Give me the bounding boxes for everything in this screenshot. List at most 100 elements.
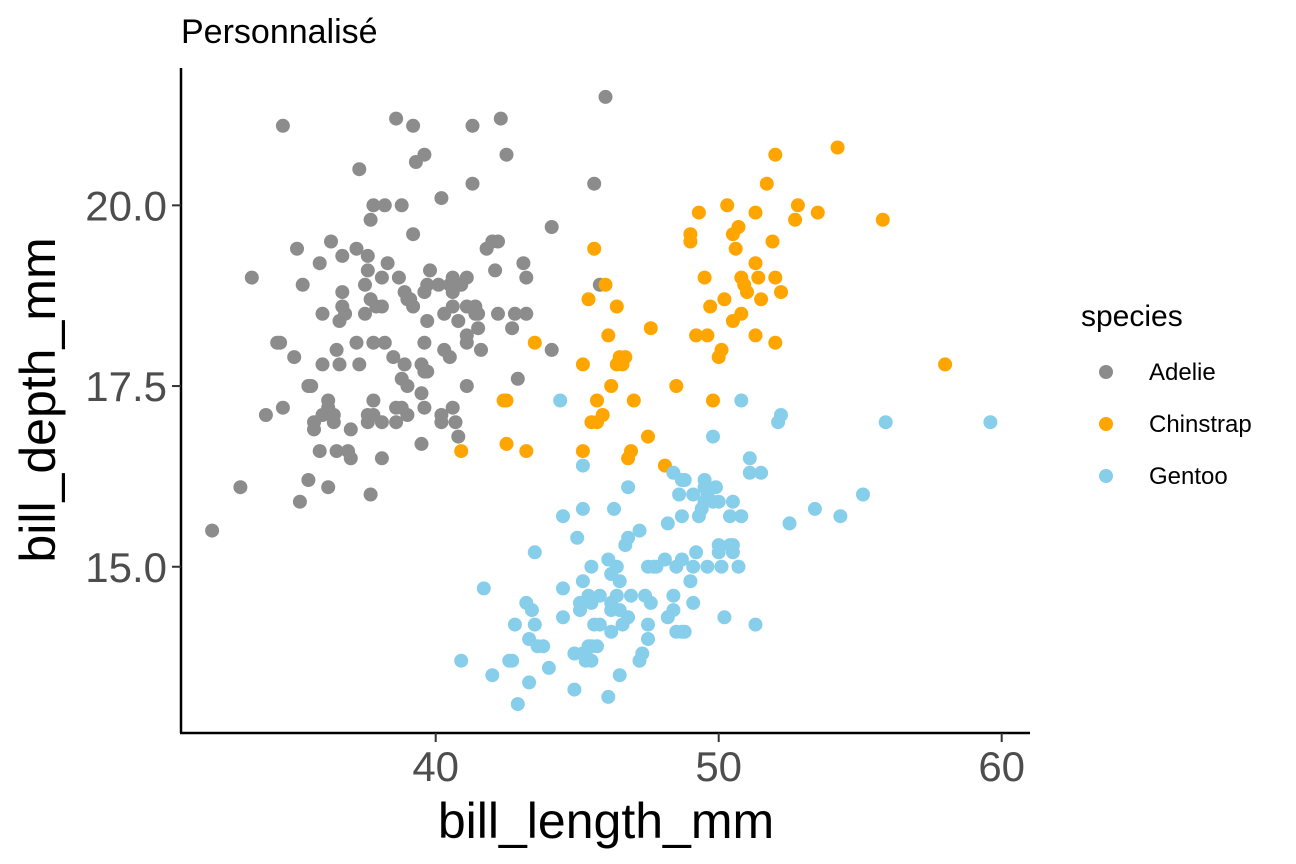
- point-adelie: [321, 393, 336, 408]
- point-gentoo: [674, 552, 689, 567]
- plot-points: [205, 89, 998, 712]
- point-chinstrap: [731, 220, 746, 234]
- point-gentoo: [714, 559, 729, 574]
- point-gentoo: [782, 516, 797, 531]
- point-gentoo: [711, 538, 726, 553]
- point-adelie: [465, 176, 480, 191]
- point-adelie: [507, 306, 522, 321]
- point-adelie: [287, 350, 302, 365]
- point-adelie: [315, 357, 330, 372]
- point-adelie: [335, 285, 350, 300]
- point-gentoo: [666, 603, 681, 618]
- point-adelie: [519, 306, 534, 321]
- point-adelie: [304, 379, 319, 393]
- point-gentoo: [689, 545, 704, 560]
- point-gentoo: [635, 646, 650, 661]
- legend-label-gentoo: Gentoo: [1149, 463, 1228, 490]
- point-chinstrap: [748, 328, 763, 343]
- point-adelie: [275, 400, 290, 415]
- point-chinstrap: [740, 285, 754, 300]
- point-chinstrap: [700, 328, 715, 343]
- point-adelie: [598, 89, 613, 104]
- point-chinstrap: [609, 299, 624, 314]
- point-gentoo: [522, 675, 537, 690]
- point-gentoo: [510, 697, 525, 712]
- point-gentoo: [878, 415, 893, 430]
- point-chinstrap: [790, 198, 805, 213]
- point-chinstrap: [575, 357, 590, 372]
- point-adelie: [358, 277, 372, 292]
- point-adelie: [417, 400, 432, 415]
- point-gentoo: [592, 617, 607, 632]
- point-adelie: [205, 523, 220, 538]
- point-gentoo: [731, 559, 746, 574]
- point-chinstrap: [768, 335, 783, 350]
- point-gentoo: [584, 653, 599, 668]
- point-adelie: [491, 306, 505, 321]
- point-gentoo: [700, 559, 715, 574]
- point-gentoo: [717, 610, 732, 625]
- point-gentoo: [573, 603, 587, 618]
- point-adelie: [312, 444, 327, 459]
- point-gentoo: [505, 653, 520, 668]
- point-gentoo: [807, 501, 822, 516]
- point-adelie: [332, 357, 347, 372]
- point-gentoo: [742, 451, 757, 466]
- point-adelie: [273, 335, 288, 350]
- point-gentoo: [624, 588, 638, 603]
- point-chinstrap: [519, 444, 534, 459]
- point-gentoo: [833, 509, 848, 524]
- point-gentoo: [570, 530, 585, 545]
- point-adelie: [380, 256, 395, 271]
- point-chinstrap: [734, 306, 749, 321]
- point-adelie: [499, 147, 514, 162]
- point-chinstrap: [604, 379, 619, 393]
- point-gentoo: [507, 617, 522, 632]
- point-gentoo: [609, 559, 624, 574]
- point-gentoo: [485, 668, 500, 683]
- point-gentoo: [621, 530, 636, 545]
- x-tick-label: 60: [978, 743, 1025, 790]
- point-gentoo: [575, 458, 590, 473]
- point-gentoo: [983, 415, 998, 430]
- point-gentoo: [541, 660, 556, 675]
- point-adelie: [292, 494, 307, 509]
- point-gentoo: [575, 574, 590, 589]
- point-adelie: [315, 306, 330, 321]
- point-gentoo: [643, 595, 658, 610]
- point-adelie: [324, 234, 338, 249]
- point-chinstrap: [626, 393, 641, 408]
- point-adelie: [519, 270, 534, 285]
- point-chinstrap: [683, 227, 698, 242]
- point-adelie: [459, 379, 474, 393]
- legend-key-adelie: [1099, 365, 1113, 379]
- point-chinstrap: [714, 342, 729, 357]
- point-adelie: [295, 277, 310, 292]
- point-gentoo: [742, 465, 757, 480]
- point-chinstrap: [595, 408, 610, 422]
- point-gentoo: [686, 559, 701, 574]
- point-gentoo: [725, 494, 740, 509]
- point-gentoo: [677, 624, 692, 639]
- point-gentoo: [612, 668, 627, 683]
- point-adelie: [360, 248, 375, 263]
- point-adelie: [491, 234, 505, 249]
- point-chinstrap: [706, 393, 720, 408]
- point-gentoo: [607, 501, 621, 516]
- point-adelie: [417, 147, 432, 162]
- point-chinstrap: [689, 328, 704, 343]
- point-adelie: [363, 487, 378, 502]
- point-chinstrap: [754, 292, 769, 307]
- point-adelie: [420, 364, 435, 379]
- point-gentoo: [601, 689, 616, 704]
- point-adelie: [338, 306, 353, 321]
- point-gentoo: [612, 574, 627, 589]
- point-chinstrap: [618, 350, 633, 365]
- point-adelie: [406, 118, 421, 133]
- point-chinstrap: [499, 393, 514, 408]
- point-gentoo: [686, 595, 701, 610]
- point-chinstrap: [830, 140, 845, 155]
- point-adelie: [459, 270, 474, 285]
- point-gentoo: [708, 480, 723, 495]
- point-chinstrap: [590, 393, 604, 408]
